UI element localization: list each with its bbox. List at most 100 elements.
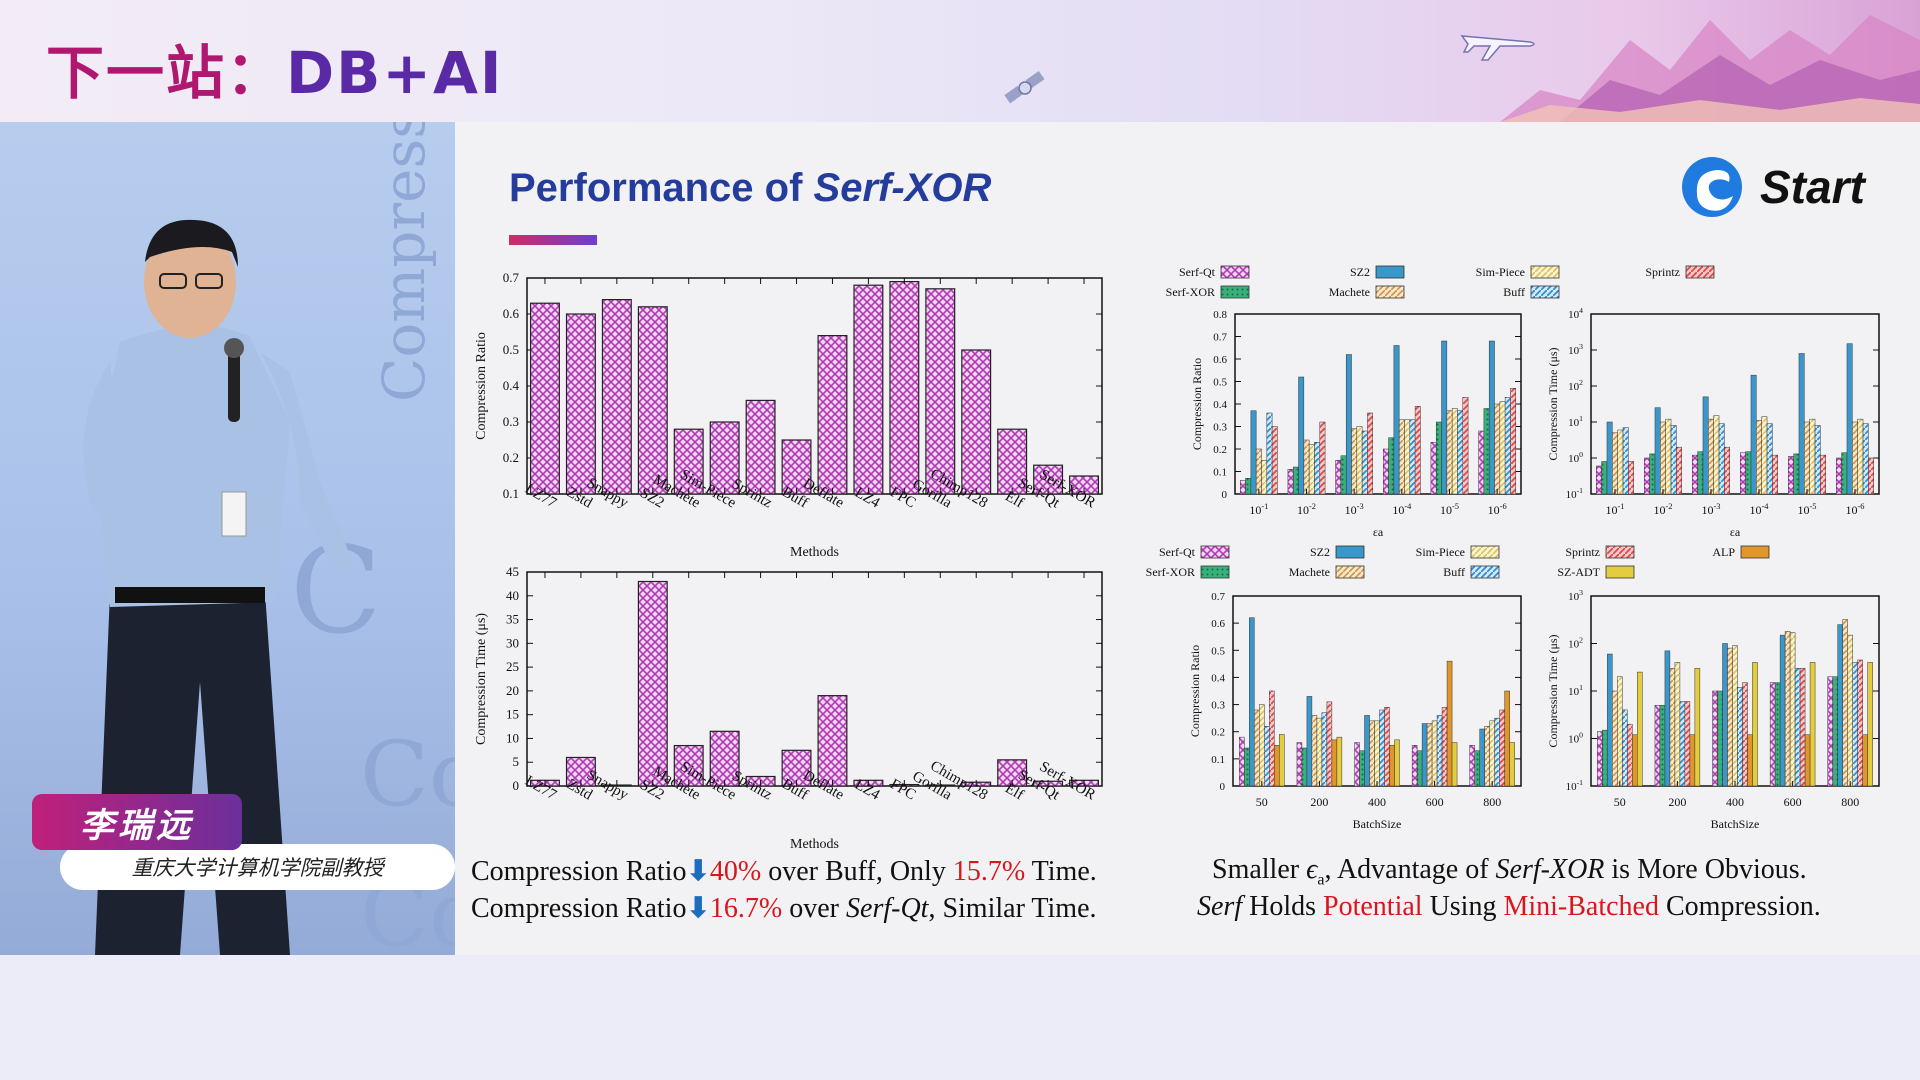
time-epsilon-chart-bar — [1660, 421, 1666, 495]
ratio-epsilon-chart-bar — [1382, 448, 1389, 495]
time-epsilon-chart-bar — [1814, 425, 1821, 495]
batch-legend-legend-swatch — [1605, 565, 1635, 579]
caption-left-2-c: over — [782, 893, 847, 924]
time-epsilon-chart-bar — [1756, 420, 1762, 495]
ratio-epsilon-chart-xtick-label: 10-6 — [1488, 502, 1507, 517]
time-epsilon-chart-bar — [1798, 353, 1805, 495]
caption-left-2-b: 16.7% — [709, 893, 783, 924]
time-batch-chart-bar — [1837, 624, 1843, 787]
time-epsilon-chart-bar — [1745, 451, 1752, 495]
epsilon-legend-legend-swatch — [1220, 285, 1250, 299]
speaker-video: Compression C Co Co 重庆大学计算机学院副教授 李瑞远 — [0, 122, 455, 955]
time-batch-chart-xtick-label: 800 — [1841, 795, 1859, 809]
ratio-epsilon-chart-bar — [1255, 448, 1262, 495]
time-epsilon-chart-ytick-label: 104 — [1568, 306, 1583, 321]
time-epsilon-chart-bar — [1692, 454, 1698, 495]
ratio-epsilon-chart-bar — [1250, 410, 1257, 495]
time-batch-chart-bar — [1747, 734, 1753, 787]
time-epsilon-chart-ylabel: Compression Time (μs) — [1546, 347, 1560, 460]
plane-icon — [1460, 35, 1535, 61]
top-banner: 下一站：DB+AI — [0, 0, 1920, 122]
ratio-epsilon-chart-bar — [1409, 419, 1416, 495]
time-batch-chart-bar — [1774, 682, 1781, 787]
time-batch-chart-bar — [1789, 632, 1796, 787]
ratio-batch-chart-bar — [1431, 720, 1438, 787]
time-batch-chart-ytick-label: 102 — [1568, 636, 1583, 651]
time-epsilon-chart-bar — [1622, 427, 1629, 495]
ratio-methods-chart-ytick-label: 0.6 — [503, 306, 520, 321]
ratio-epsilon-chart-bar — [1345, 354, 1352, 495]
ratio-epsilon-chart-bar — [1287, 469, 1294, 495]
batch-legend-legend-label: SZ-ADT — [1557, 565, 1600, 579]
ratio-batch-chart-bar — [1296, 742, 1303, 787]
ratio-epsilon-chart-bar — [1510, 388, 1517, 495]
time-epsilon-chart-xtick-label: 10-1 — [1606, 502, 1625, 517]
banner-title-suffix: DB+AI — [286, 39, 504, 107]
ratio-methods-chart-bar — [637, 306, 668, 495]
ratio-batch-chart-bar — [1411, 745, 1418, 787]
time-epsilon-chart-ytick-label: 103 — [1568, 342, 1583, 357]
time-methods-chart-bar — [637, 580, 668, 787]
ratio-epsilon-chart-bar — [1494, 403, 1501, 495]
time-batch-chart-bar — [1679, 701, 1686, 787]
ratio-methods-chart-ytick-label: 0.5 — [503, 342, 519, 357]
logo-text: Start — [1760, 161, 1865, 213]
time-batch-chart-bar — [1722, 643, 1728, 787]
time-methods-chart-ytick-label: 40 — [506, 588, 519, 603]
ratio-batch-chart-bar — [1316, 717, 1323, 787]
ratio-batch-chart-bar — [1331, 739, 1338, 787]
time-batch-chart-bar — [1784, 631, 1791, 787]
time-batch-chart-bar — [1794, 668, 1801, 787]
ratio-epsilon-chart-bar — [1435, 421, 1442, 495]
time-batch-chart-bar — [1857, 659, 1863, 787]
epsilon-legend-legend-label: SZ2 — [1350, 265, 1370, 279]
ratio-methods-chart-ytick-label: 0.4 — [503, 378, 520, 393]
ratio-methods-chart-bar — [529, 302, 560, 495]
ratio-batch-chart-bar — [1499, 709, 1505, 787]
caption-right-1-e: is More Obvious. — [1604, 854, 1807, 885]
caption-left-2-e: , Similar Time. — [928, 893, 1097, 924]
time-epsilon-chart-bar — [1820, 454, 1826, 495]
ratio-batch-chart-bar — [1254, 709, 1260, 787]
batch-legend-legend-swatch — [1470, 565, 1500, 579]
time-epsilon-chart-bar — [1761, 416, 1768, 495]
time-methods-chart-xtick-label: Elf — [1002, 780, 1026, 803]
caption-right-2-a: Serf — [1197, 891, 1243, 922]
ratio-epsilon-chart-bar — [1271, 426, 1278, 495]
ratio-epsilon-chart-bar — [1356, 426, 1363, 495]
time-epsilon-chart-xtick-label: 10-3 — [1702, 502, 1721, 517]
time-epsilon-chart-bar — [1862, 423, 1869, 495]
time-batch-chart-bar — [1664, 650, 1671, 787]
ratio-methods-chart-bar — [925, 288, 956, 495]
ratio-epsilon-chart-bar — [1340, 455, 1347, 495]
time-batch-chart-bar — [1752, 662, 1758, 787]
ratio-batch-chart-bar — [1469, 745, 1475, 787]
time-batch-chart-bar — [1727, 647, 1733, 787]
ratio-batch-chart-bar — [1479, 728, 1485, 787]
ratio-batch-chart-bar — [1484, 726, 1490, 787]
ratio-batch-chart-bar — [1321, 712, 1328, 787]
ratio-epsilon-chart-bar — [1441, 340, 1448, 495]
ratio-batch-chart-bar — [1274, 745, 1280, 787]
time-methods-chart-ytick-label: 0 — [513, 778, 520, 793]
time-epsilon-chart-bar — [1601, 461, 1608, 495]
epsilon-legend-legend-swatch — [1375, 265, 1405, 279]
time-epsilon-chart-ytick-label: 100 — [1568, 450, 1583, 465]
ratio-batch-chart-bar — [1359, 750, 1365, 787]
ratio-batch-chart-bar — [1264, 726, 1270, 787]
ratio-epsilon-chart-bar — [1404, 419, 1411, 495]
time-batch-chart-bar — [1842, 619, 1848, 787]
time-batch-chart-bar — [1799, 668, 1806, 787]
banner-title-prefix: 下一站： — [46, 39, 287, 107]
ratio-epsilon-chart-xtick-label: 10-1 — [1249, 502, 1268, 517]
time-epsilon-chart-bar — [1788, 456, 1794, 495]
batch-legend-legend-swatch — [1335, 565, 1365, 579]
ratio-epsilon-chart-bar — [1292, 466, 1299, 495]
caption-right-1-d: Serf-XOR — [1495, 854, 1605, 885]
time-batch-chart-bar — [1742, 682, 1748, 787]
time-epsilon-chart-bar — [1868, 457, 1874, 495]
ratio-epsilon-chart-bar — [1451, 408, 1458, 495]
ratio-epsilon-chart-ytick-label: 0.7 — [1213, 332, 1227, 344]
ratio-methods-chart-xlabel: Methods — [790, 545, 839, 560]
epsilon-legend-legend-label: Sprintz — [1645, 265, 1680, 279]
